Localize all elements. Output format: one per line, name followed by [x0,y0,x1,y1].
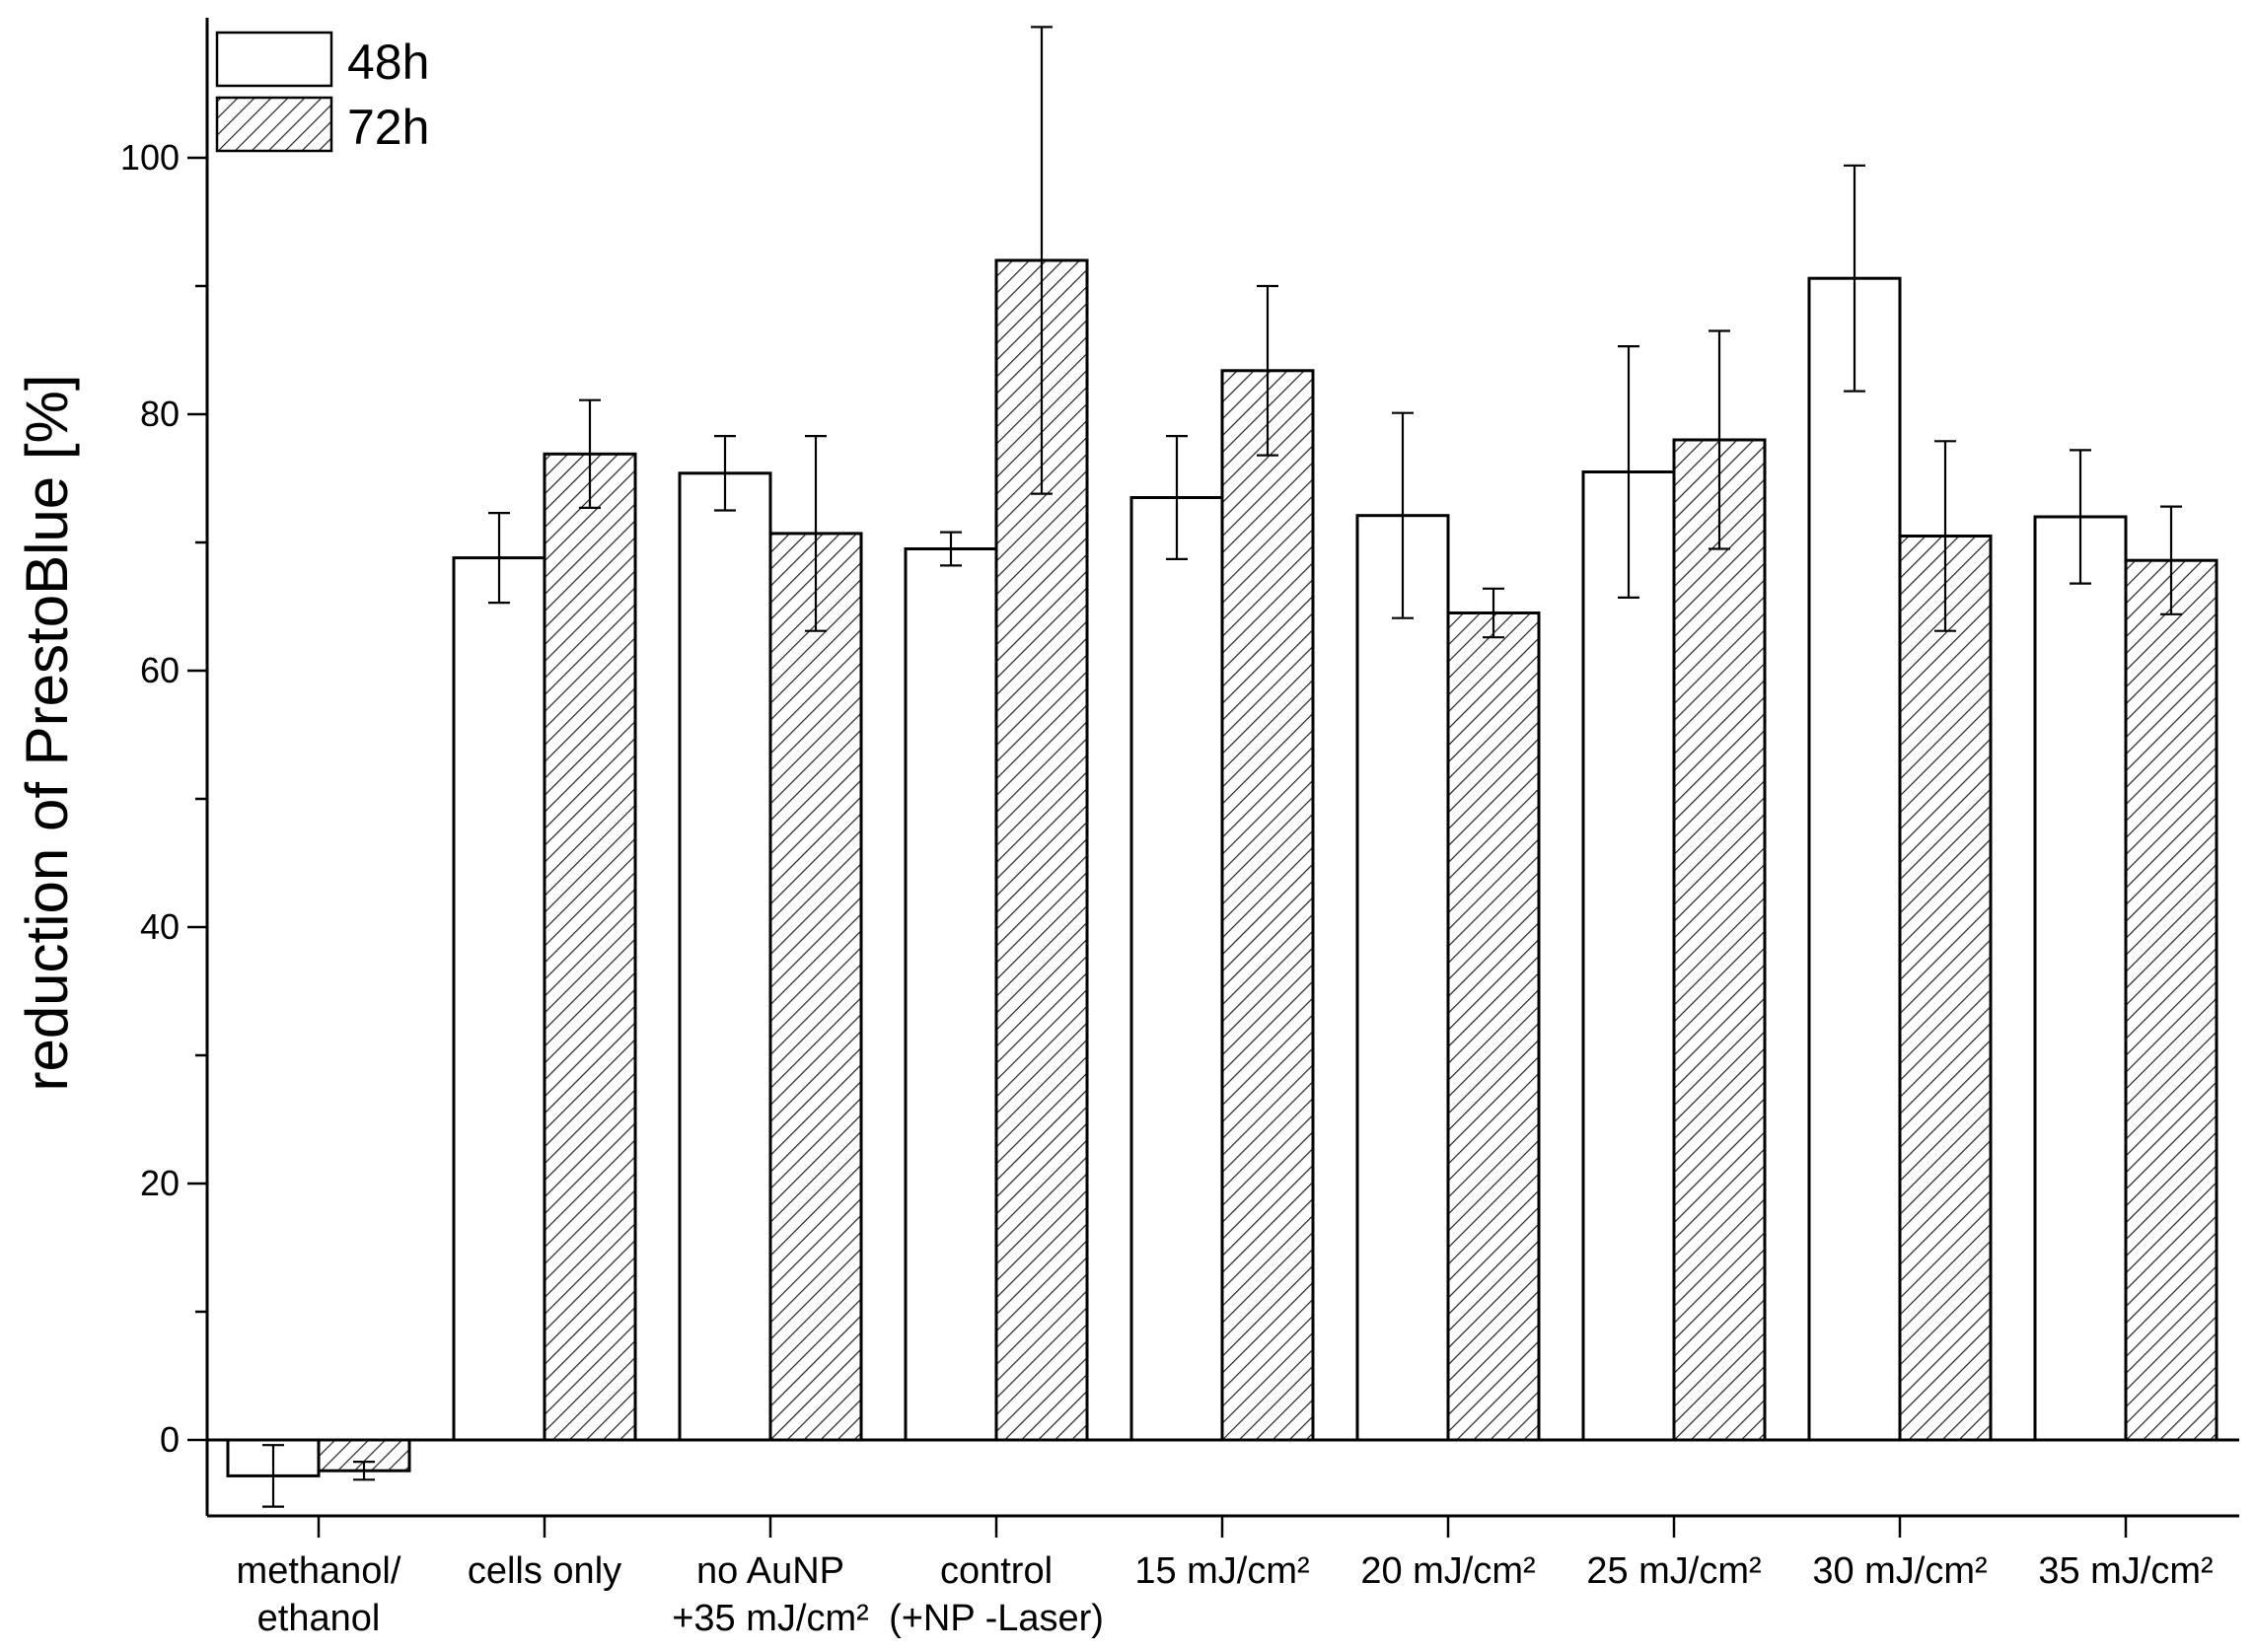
bar-72h-1 [543,452,637,1442]
legend-swatch-72h [215,96,333,153]
bar-48h-7 [1807,276,1902,1442]
y-axis-label: reduction of PrestoBlue [%] [14,374,80,1091]
bar-72h-2 [768,532,863,1442]
legend-label-72h: 72h [347,100,429,155]
y-tick-label: 40 [140,906,180,947]
y-tick-label: 20 [140,1163,180,1203]
x-tick-label: 35 mJ/cm² [2038,1550,2213,1592]
y-tick-label: 80 [140,394,180,434]
x-tick-label: 15 mJ/cm² [1134,1550,1309,1592]
bar-72h-8 [2124,558,2219,1442]
bar-48h-8 [2033,515,2128,1442]
bar-48h-1 [452,556,546,1442]
x-tick-label: 30 mJ/cm² [1812,1550,1987,1592]
x-tick-label: cells only [468,1550,621,1592]
legend-swatch-48h [215,31,333,88]
bar-48h-5 [1355,514,1450,1442]
x-tick-label: no AuNP [696,1550,844,1592]
bar-72h-7 [1898,535,1993,1442]
x-tick-label: 25 mJ/cm² [1586,1550,1761,1592]
y-tick-label: 0 [160,1419,180,1460]
x-tick-label: control [940,1550,1053,1592]
y-tick-label: 100 [120,137,180,178]
bar-48h-3 [904,547,998,1442]
bar-72h-5 [1446,611,1541,1442]
x-tick-label: 20 mJ/cm² [1360,1550,1535,1592]
bar-72h-6 [1672,438,1767,1442]
bar-72h-4 [1220,369,1315,1442]
x-tick-label: methanol/ [237,1550,401,1592]
legend: 48h 72h [215,31,429,155]
x-tick-label: +35 mJ/cm² [672,1598,869,1639]
legend-label-48h: 48h [347,35,429,90]
bar-48h-2 [678,471,772,1442]
plot-area: 0 20 40 60 80 100 methanol/ethanol cells only no… [120,18,2239,1639]
bar-48h-6 [1581,470,1676,1442]
x-tick-label: ethanol [257,1598,381,1639]
x-tick-label: (+NP -Laser) [889,1598,1104,1639]
bar-48h-4 [1129,496,1224,1442]
y-tick-label: 60 [140,650,180,690]
